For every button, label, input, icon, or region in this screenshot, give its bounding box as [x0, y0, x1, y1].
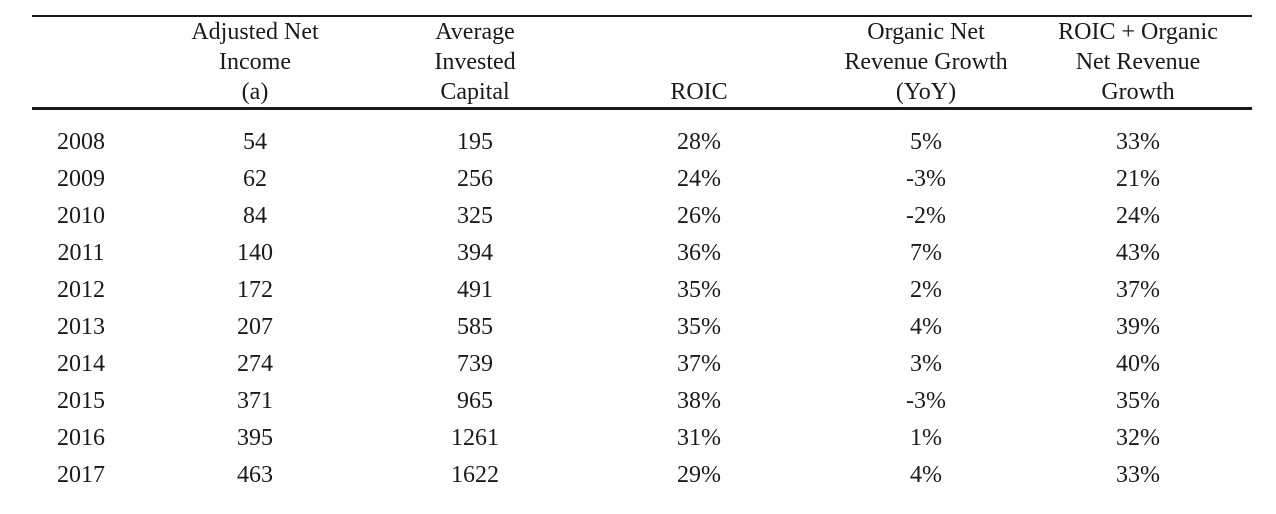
col-header-adjusted-net-income: Adjusted Net Income (a)	[130, 15, 380, 110]
adjusted-net-income-cell: 54	[243, 129, 267, 155]
organic-net-revenue-growth-cell: -3%	[906, 388, 946, 414]
organic-net-revenue-growth-cell: 1%	[910, 425, 942, 451]
document-page: Adjusted Net Income (a) Average Invested…	[32, 15, 1252, 494]
roic-cell: 26%	[677, 203, 721, 229]
organic-net-revenue-growth-cell: 7%	[910, 240, 942, 266]
header-line: Adjusted Net	[191, 19, 319, 45]
year-cell: 2008	[57, 129, 105, 155]
header-line: ROIC + Organic	[1058, 19, 1218, 45]
roic-cell: 28%	[677, 129, 721, 155]
roic-cell: 24%	[677, 166, 721, 192]
table-row: 2014 274 739 37% 3% 40%	[32, 346, 1252, 383]
year-cell: 2016	[57, 425, 105, 451]
roic-cell: 37%	[677, 351, 721, 377]
average-invested-capital-cell: 195	[457, 129, 493, 155]
adjusted-net-income-cell: 395	[237, 425, 273, 451]
roic-plus-organic-growth-cell: 43%	[1116, 240, 1160, 266]
header-line: Average	[435, 19, 515, 45]
average-invested-capital-cell: 1261	[451, 425, 499, 451]
average-invested-capital-cell: 965	[457, 388, 493, 414]
roic-plus-organic-growth-cell: 33%	[1116, 129, 1160, 155]
table-row: 2016 395 1261 31% 1% 32%	[32, 420, 1252, 457]
adjusted-net-income-cell: 207	[237, 314, 273, 340]
year-cell: 2013	[57, 314, 105, 340]
table-row: 2017 463 1622 29% 4% 33%	[32, 457, 1252, 494]
roic-cell: 36%	[677, 240, 721, 266]
header-line: (YoY)	[895, 79, 957, 105]
roic-cell: 35%	[677, 314, 721, 340]
adjusted-net-income-cell: 172	[237, 277, 273, 303]
table-row: 2013 207 585 35% 4% 39%	[32, 309, 1252, 346]
roic-financial-table: Adjusted Net Income (a) Average Invested…	[32, 15, 1252, 494]
average-invested-capital-cell: 585	[457, 314, 493, 340]
roic-plus-organic-growth-cell: 32%	[1116, 425, 1160, 451]
adjusted-net-income-cell: 274	[237, 351, 273, 377]
adjusted-net-income-cell: 371	[237, 388, 273, 414]
average-invested-capital-cell: 256	[457, 166, 493, 192]
header-line: Invested	[434, 49, 516, 75]
average-invested-capital-cell: 491	[457, 277, 493, 303]
col-header-roic-plus-organic-growth: ROIC + Organic Net Revenue Growth	[1024, 15, 1252, 110]
roic-plus-organic-growth-cell: 33%	[1116, 462, 1160, 488]
year-cell: 2012	[57, 277, 105, 303]
roic-plus-organic-growth-cell: 40%	[1116, 351, 1160, 377]
roic-plus-organic-growth-cell: 37%	[1116, 277, 1160, 303]
table-row: 2009 62 256 24% -3% 21%	[32, 161, 1252, 198]
roic-cell: 35%	[677, 277, 721, 303]
table-body: 2008 54 195 28% 5% 33% 2009 62 256 24% -…	[32, 109, 1252, 495]
header-row: Adjusted Net Income (a) Average Invested…	[32, 15, 1252, 110]
adjusted-net-income-cell: 62	[243, 166, 267, 192]
organic-net-revenue-growth-cell: 2%	[910, 277, 942, 303]
organic-net-revenue-growth-cell: 4%	[910, 462, 942, 488]
header-line: Income	[219, 49, 291, 75]
organic-net-revenue-growth-cell: -2%	[906, 203, 946, 229]
col-header-year	[32, 15, 130, 110]
roic-plus-organic-growth-cell: 39%	[1116, 314, 1160, 340]
average-invested-capital-cell: 1622	[451, 462, 499, 488]
average-invested-capital-cell: 325	[457, 203, 493, 229]
organic-net-revenue-growth-cell: 3%	[910, 351, 942, 377]
table-header: Adjusted Net Income (a) Average Invested…	[32, 15, 1252, 110]
year-cell: 2015	[57, 388, 105, 414]
roic-cell: 29%	[677, 462, 721, 488]
header-line: Organic Net	[867, 19, 985, 45]
header-line: Net Revenue	[1075, 49, 1201, 75]
roic-plus-organic-growth-cell: 21%	[1116, 166, 1160, 192]
col-header-average-invested-capital: Average Invested Capital	[380, 15, 570, 110]
adjusted-net-income-cell: 84	[243, 203, 267, 229]
table-row: 2012 172 491 35% 2% 37%	[32, 272, 1252, 309]
roic-plus-organic-growth-cell: 35%	[1116, 388, 1160, 414]
header-line: ROIC	[670, 79, 728, 105]
header-line: (a)	[241, 79, 269, 105]
year-cell: 2009	[57, 166, 105, 192]
year-cell: 2017	[57, 462, 105, 488]
col-header-roic: ROIC	[570, 15, 828, 110]
year-cell: 2014	[57, 351, 105, 377]
adjusted-net-income-cell: 140	[237, 240, 273, 266]
adjusted-net-income-cell: 463	[237, 462, 273, 488]
table-row: 2010 84 325 26% -2% 24%	[32, 198, 1252, 235]
average-invested-capital-cell: 394	[457, 240, 493, 266]
col-header-organic-net-revenue-growth: Organic Net Revenue Growth (YoY)	[828, 15, 1024, 110]
roic-cell: 38%	[677, 388, 721, 414]
average-invested-capital-cell: 739	[457, 351, 493, 377]
roic-cell: 31%	[677, 425, 721, 451]
roic-plus-organic-growth-cell: 24%	[1116, 203, 1160, 229]
header-line: Capital	[440, 79, 510, 105]
organic-net-revenue-growth-cell: 5%	[910, 129, 942, 155]
table-row: 2008 54 195 28% 5% 33%	[32, 109, 1252, 162]
year-cell: 2010	[57, 203, 105, 229]
table-row: 2011 140 394 36% 7% 43%	[32, 235, 1252, 272]
year-cell: 2011	[57, 240, 105, 266]
organic-net-revenue-growth-cell: 4%	[910, 314, 942, 340]
header-line: Revenue Growth	[844, 49, 1008, 75]
header-line: Growth	[1101, 79, 1175, 105]
organic-net-revenue-growth-cell: -3%	[906, 166, 946, 192]
table-row: 2015 371 965 38% -3% 35%	[32, 383, 1252, 420]
